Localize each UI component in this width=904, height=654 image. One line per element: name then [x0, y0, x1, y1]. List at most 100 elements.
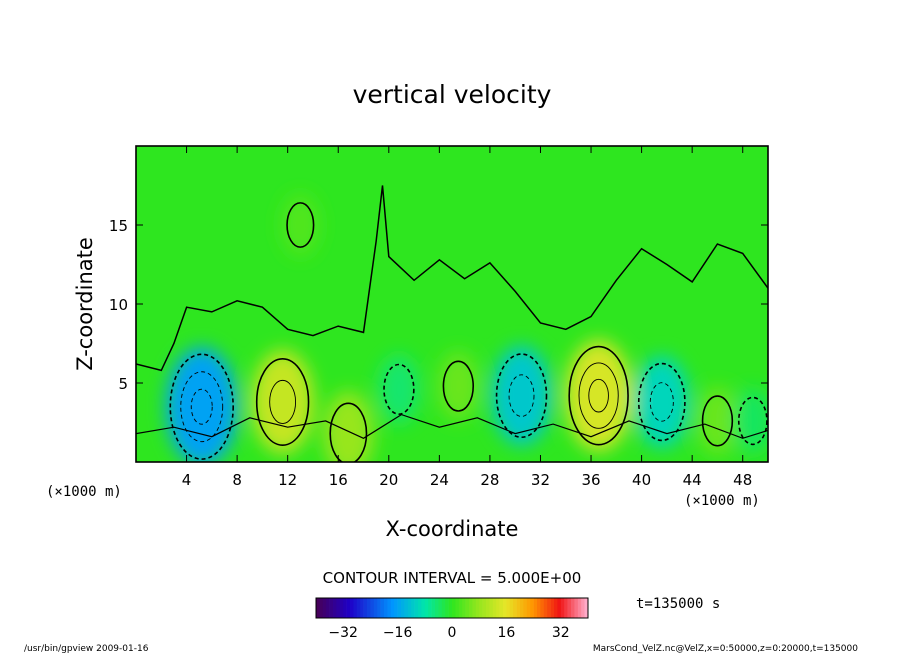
- colorbar-cell: [387, 598, 392, 618]
- field-feature: [322, 391, 374, 462]
- x-tick-label: 36: [581, 471, 600, 489]
- contour-ring: [637, 362, 686, 442]
- colorbar-cell: [530, 598, 534, 618]
- contour-ring: [255, 357, 310, 446]
- colorbar-cell: [503, 598, 507, 618]
- colorbar-cell: [418, 598, 422, 618]
- contour-ring: [383, 363, 415, 415]
- colorbar-frame: [315, 597, 589, 619]
- colorbar-cell: [329, 598, 334, 618]
- contour-ring: [701, 395, 734, 447]
- colorbar-cell: [397, 598, 402, 618]
- field-feature: [634, 355, 690, 449]
- field-feature: [166, 347, 238, 462]
- colorbar-cell: [523, 598, 528, 618]
- field-feature: [491, 345, 552, 446]
- colorbar-cell: [360, 598, 364, 618]
- colorbar-cell: [506, 598, 511, 618]
- x-tick-label: 20: [379, 471, 398, 489]
- contour-interval-label: CONTOUR INTERVAL = 5.000E+00: [323, 569, 582, 587]
- colorbar-cell: [441, 598, 446, 618]
- colorbar-cell: [482, 598, 487, 618]
- colorbar-cell: [452, 598, 456, 618]
- colorbar-cell: [543, 598, 548, 618]
- colorbar-cell: [414, 598, 419, 618]
- colorbar-cell: [550, 598, 555, 618]
- colorbar-cell: [339, 598, 344, 618]
- colorbar-cell: [455, 598, 460, 618]
- y-tick-label: 15: [109, 217, 128, 235]
- colorbar-tick-label: 16: [497, 625, 515, 641]
- contour-ring: [442, 360, 475, 412]
- colorbar-ticks: −32 −16 0 16 32: [328, 625, 569, 641]
- x-axis: 4 8 12 16 20 24 28 32 36 40 44 48: [182, 146, 752, 489]
- field-feature: [251, 350, 314, 454]
- colorbar-cell: [424, 598, 429, 618]
- colorbar-cell: [492, 598, 497, 618]
- contour-lines: [136, 185, 768, 462]
- colorbar-cell: [421, 598, 426, 618]
- colorbar-tick-label: 0: [448, 625, 457, 641]
- colorbar-cell: [509, 598, 514, 618]
- x-tick-label: 28: [480, 471, 499, 489]
- colorbar-cell: [377, 598, 381, 618]
- colorbar-cell: [469, 598, 473, 618]
- colorbar-cell: [316, 598, 320, 618]
- colorbar-cell: [577, 598, 582, 618]
- colorbar-cell: [533, 598, 538, 618]
- colorbar-cell: [428, 598, 432, 618]
- colorbar-cell: [411, 598, 415, 618]
- colorbar-cell: [564, 598, 568, 618]
- colorbar-cell: [438, 598, 443, 618]
- contour-ring: [649, 382, 674, 422]
- colorbar-cell: [373, 598, 378, 618]
- contour-ring: [737, 396, 768, 446]
- contour-ring: [169, 353, 234, 460]
- colorbar-cell: [513, 598, 517, 618]
- plot-area: [136, 146, 768, 462]
- colorbar-cell: [333, 598, 337, 618]
- colorbar-tick-label: −16: [383, 625, 413, 641]
- colorbar-cell: [445, 598, 449, 618]
- contour-ring: [508, 374, 535, 417]
- x-tick-label: 32: [531, 471, 550, 489]
- colorbar-cell: [540, 598, 545, 618]
- colorbar-cell: [574, 598, 579, 618]
- colorbar-tick-label: −32: [328, 625, 358, 641]
- colorbar-cell: [554, 598, 558, 618]
- colorbar-cell: [394, 598, 398, 618]
- colorbar-cell: [407, 598, 412, 618]
- colorbar-cell: [350, 598, 354, 618]
- contour-ring: [578, 362, 619, 429]
- colorbar-cell: [472, 598, 477, 618]
- colorbar-cell: [380, 598, 385, 618]
- field-feature: [565, 340, 632, 452]
- colorbar-cell: [499, 598, 504, 618]
- colorbar-cell: [547, 598, 551, 618]
- colorbar-cell: [560, 598, 565, 618]
- x-tick-label: 12: [278, 471, 297, 489]
- colorbar-cell: [462, 598, 466, 618]
- x-tick-label: 44: [683, 471, 702, 489]
- colorbar-cell: [516, 598, 521, 618]
- colorbar-cell: [486, 598, 490, 618]
- x-unit-label-left: (×1000 m): [46, 484, 122, 500]
- colorbar-cell: [584, 598, 589, 618]
- x-tick-label: 40: [632, 471, 651, 489]
- x-tick-label: 48: [733, 471, 752, 489]
- colorbar-cell: [557, 598, 562, 618]
- colorbar-cell: [526, 598, 531, 618]
- chart-title: vertical velocity: [353, 80, 552, 109]
- colorbar-cell: [384, 598, 388, 618]
- contour-ring: [568, 345, 629, 446]
- colorbar-cell: [346, 598, 351, 618]
- colorbar-cell: [567, 598, 572, 618]
- contour-ring: [180, 371, 224, 443]
- zero-contour: [136, 185, 768, 372]
- footer-left: /usr/bin/gpview 2009-01-16: [24, 644, 149, 654]
- colorbar-cell: [356, 598, 361, 618]
- x-axis-title: X-coordinate: [386, 517, 519, 541]
- footer-right: MarsCond_VelZ.nc@VelZ,x=0:50000,z=0:2000…: [593, 644, 858, 654]
- time-label: t=135000 s: [636, 596, 720, 612]
